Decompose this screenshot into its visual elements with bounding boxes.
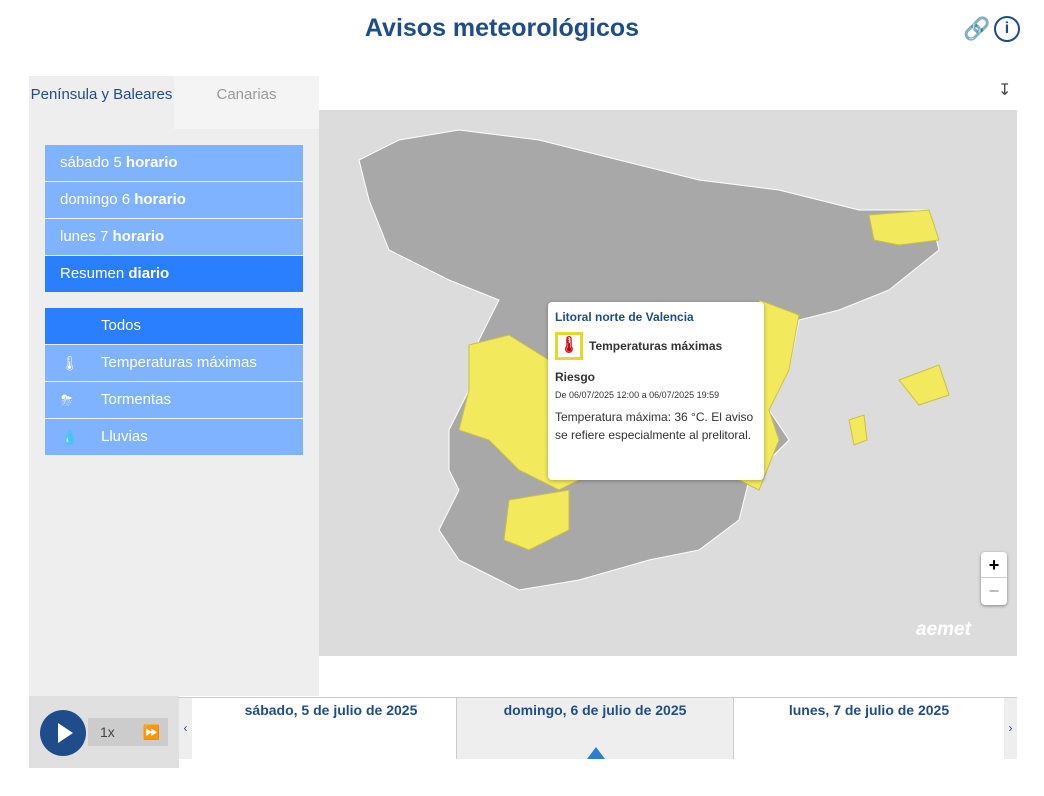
download-icon[interactable]: ↧ (998, 82, 1012, 99)
thermometer-icon: 🌡 (555, 332, 583, 360)
day-menu-item[interactable]: lunes 7 horario (45, 219, 303, 255)
phenomenon-item[interactable]: Todos (45, 308, 303, 344)
storm-icon: ⛈ (61, 392, 73, 408)
day-menu-item[interactable]: domingo 6 horario (45, 182, 303, 218)
day-menu-label: Resumen (60, 265, 125, 282)
phenomenon-item[interactable]: ⛈ Tormentas (45, 382, 303, 418)
aemet-logo: aemet (916, 619, 971, 640)
popup-phenomenon: Temperaturas máximas (589, 339, 723, 353)
timeline: ‹ sábado, 5 de julio de 2025 domingo, 6 … (179, 697, 1017, 759)
phenomenon-label: Temperaturas máximas (101, 354, 257, 371)
tab-canarias[interactable]: Canarias (174, 76, 319, 129)
day-menu-label: domingo 6 (60, 191, 131, 208)
timeline-prev-button[interactable]: ‹ (179, 698, 192, 759)
sidebar: Península y Baleares Canarias sábado 5 h… (29, 76, 319, 696)
rain-icon: 💧 (61, 429, 79, 445)
current-marker-icon (587, 747, 605, 759)
warning-popup: Litoral norte de Valencia 🌡 Temperaturas … (548, 302, 764, 480)
timeline-day-current[interactable]: domingo, 6 de julio de 2025 (456, 698, 734, 759)
day-menu-label: sábado 5 (60, 154, 122, 171)
popup-period: De 06/07/2025 12:00 a 06/07/2025 19:59 (555, 390, 720, 400)
popup-zone: Litoral norte de Valencia (555, 310, 694, 324)
day-menu-mode: diario (128, 265, 170, 282)
tab-peninsula[interactable]: Península y Baleares (29, 76, 174, 129)
page-title: Avisos meteorológicos (364, 14, 640, 42)
day-menu-item[interactable]: Resumen diario (45, 256, 303, 292)
phenomenon-label: Tormentas (101, 391, 172, 408)
link-icon[interactable]: 🔗 (963, 16, 991, 41)
timeline-day[interactable]: lunes, 7 de julio de 2025 (788, 702, 950, 718)
popup-text: Temperatura máxima: 36 °C. El aviso se r… (555, 410, 754, 442)
zoom-control: + − (981, 552, 1007, 605)
zoom-in-button[interactable]: + (981, 552, 1007, 578)
day-menu-mode: horario (134, 191, 186, 208)
day-menu-item[interactable]: sábado 5 horario (45, 145, 303, 181)
timeline-next-button[interactable]: › (1004, 698, 1017, 759)
phenomenon-label: Lluvias (101, 428, 148, 445)
day-menu-mode: horario (112, 228, 165, 245)
thermometer-icon: 🌡 (61, 355, 79, 371)
day-menu-label: lunes 7 (60, 228, 109, 245)
play-button[interactable] (40, 710, 86, 756)
speed-label: 1x (100, 724, 115, 740)
zoom-out-button[interactable]: − (988, 581, 1000, 601)
info-icon[interactable]: i (994, 16, 1020, 42)
player: 1x ⏩ (29, 696, 179, 768)
phenomenon-item[interactable]: 💧 Lluvias (45, 419, 303, 455)
fast-forward-icon[interactable]: ⏩ (142, 724, 160, 740)
popup-level: Riesgo (555, 370, 596, 384)
timeline-day[interactable]: sábado, 5 de julio de 2025 (244, 702, 418, 718)
phenomenon-label: Todos (101, 317, 142, 334)
day-menu-mode: horario (125, 154, 178, 171)
phenomenon-item[interactable]: 🌡 Temperaturas máximas (45, 345, 303, 381)
timeline-day-label: domingo, 6 de julio de 2025 (503, 702, 687, 718)
speed-control[interactable]: 1x ⏩ (88, 718, 168, 746)
